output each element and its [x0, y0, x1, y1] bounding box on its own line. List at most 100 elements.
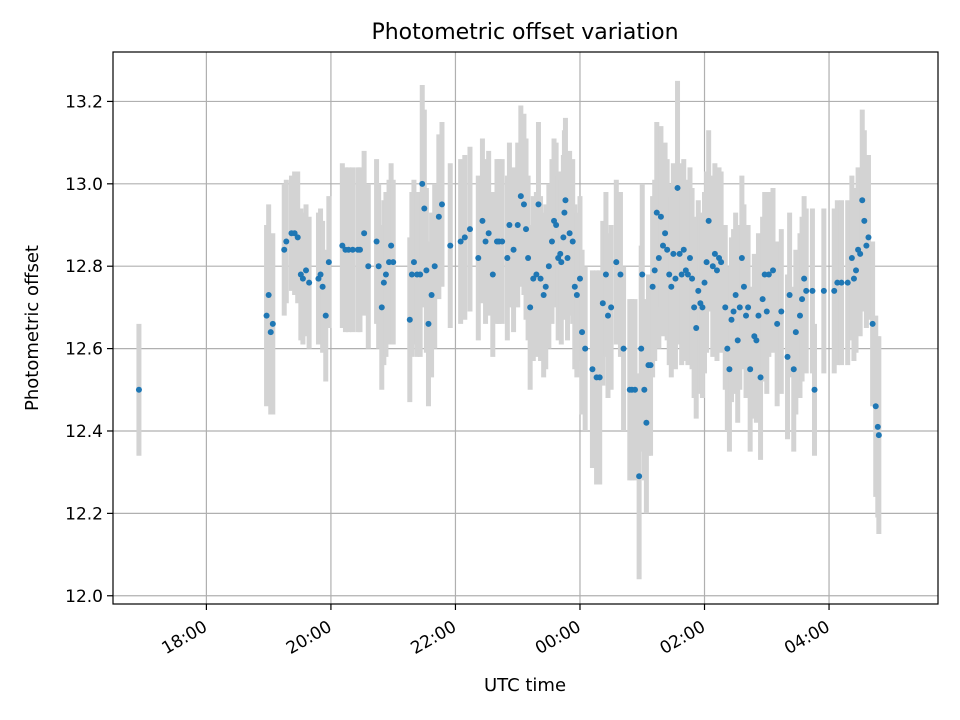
data-point [294, 234, 301, 241]
data-point [378, 304, 385, 311]
data-point [848, 254, 855, 261]
data-point [356, 246, 363, 253]
data-point [838, 279, 845, 286]
data-point [566, 230, 573, 237]
data-point [666, 271, 673, 278]
data-point [388, 242, 395, 249]
data-point [579, 329, 586, 336]
data-point [386, 259, 393, 266]
data-point [265, 292, 272, 299]
data-point [662, 230, 669, 237]
data-point [631, 386, 638, 393]
data-point [784, 353, 791, 360]
data-point [753, 337, 760, 344]
data-point [485, 230, 492, 237]
data-point [649, 283, 656, 290]
data-point [853, 267, 860, 274]
data-point [303, 267, 310, 274]
chart-title: Photometric offset variation [371, 20, 678, 45]
data-point [728, 316, 735, 323]
y-tick-label: 12.2 [65, 504, 103, 524]
data-point [747, 366, 754, 373]
y-tick-label: 12.4 [65, 422, 103, 442]
data-point [530, 275, 537, 282]
data-point [135, 386, 142, 393]
data-point [759, 296, 766, 303]
plot-frame [112, 51, 939, 605]
data-point [647, 362, 654, 369]
data-point [605, 312, 611, 319]
data-point [831, 287, 838, 294]
data-point [865, 234, 872, 241]
data-point [602, 271, 609, 278]
data-point [542, 283, 549, 290]
data-point [527, 304, 534, 311]
data-point [569, 238, 576, 245]
data-point [499, 238, 506, 245]
data-point [872, 403, 879, 410]
data-point [431, 263, 438, 270]
data-point [778, 308, 785, 315]
data-point [799, 296, 806, 303]
data-point [736, 304, 743, 311]
data-point [410, 259, 417, 266]
data-point [638, 345, 645, 352]
data-point [561, 209, 568, 216]
data-point [770, 267, 776, 274]
data-point [689, 275, 696, 282]
data-point [850, 275, 857, 282]
data-point [417, 271, 424, 278]
data-point [674, 184, 681, 191]
data-point [571, 283, 578, 290]
y-tick-label: 12.8 [65, 257, 103, 277]
data-point [691, 304, 698, 311]
data-point [664, 246, 671, 253]
data-point [703, 259, 710, 266]
data-point [345, 246, 352, 253]
data-point [589, 366, 596, 373]
data-point [670, 250, 677, 257]
data-point [361, 230, 368, 237]
data-point [790, 366, 797, 373]
data-point [390, 259, 397, 266]
data-point [573, 292, 580, 299]
data-point [792, 329, 799, 336]
data-point [763, 308, 770, 315]
data-point [525, 254, 532, 261]
data-point [269, 320, 276, 327]
data-point [557, 250, 564, 257]
data-point [421, 205, 428, 212]
data-point [636, 473, 643, 480]
data-point [809, 287, 816, 294]
x-axis-label: UTC time [484, 675, 566, 696]
data-point [562, 197, 569, 204]
data-point [680, 246, 687, 253]
data-point [686, 254, 693, 261]
data-point [419, 180, 426, 187]
data-point [545, 263, 552, 270]
data-point [461, 234, 468, 241]
data-point [844, 279, 851, 286]
data-point [535, 201, 542, 208]
data-point [319, 283, 326, 290]
data-point [523, 226, 530, 233]
y-tick-label: 12.0 [65, 587, 103, 607]
y-tick-label: 12.6 [65, 340, 103, 360]
data-point [732, 292, 739, 299]
data-point [722, 304, 729, 311]
data-point [711, 250, 718, 257]
data-point [423, 267, 430, 274]
data-point [617, 271, 624, 278]
data-point [811, 386, 818, 393]
data-point [874, 423, 881, 430]
data-point [299, 275, 306, 282]
data-point [743, 312, 750, 319]
data-point [520, 201, 527, 208]
data-point [510, 246, 517, 253]
data-point [639, 271, 646, 278]
data-point [869, 320, 876, 327]
data-point [582, 345, 589, 352]
data-point [643, 419, 650, 426]
data-point [678, 271, 685, 278]
